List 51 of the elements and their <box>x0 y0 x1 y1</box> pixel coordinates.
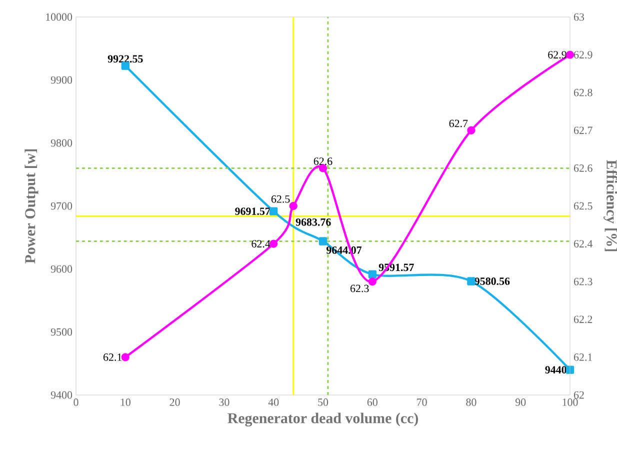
y2-tick-label: 62.4 <box>574 240 593 248</box>
y2-tick-label: 63 <box>574 13 584 21</box>
y2-tick-label: 62.8 <box>574 88 592 96</box>
x-axis-title: Regenerator dead volume (cc) <box>228 412 418 426</box>
point <box>318 237 328 246</box>
data-label: 9922.55 <box>108 55 143 63</box>
x-tick-label: 70 <box>417 398 427 406</box>
point <box>467 277 476 286</box>
x-tick-label: 50 <box>318 398 328 406</box>
y2-tick-label: 62 <box>574 391 584 399</box>
annotation: 9683.76 <box>296 218 331 226</box>
x-tick-label: 60 <box>367 398 378 406</box>
x-tick-label: 80 <box>466 398 476 406</box>
x-tick-label: 100 <box>562 398 578 406</box>
y2-tick-label: 62.3 <box>574 278 592 286</box>
point <box>467 126 476 134</box>
x-tick-label: 30 <box>219 398 230 406</box>
x-tick-label: 0 <box>74 398 78 406</box>
point <box>270 207 278 216</box>
point <box>289 202 298 210</box>
y-tick-label: 9400 <box>50 391 72 399</box>
y2-axis-title: Efficiency [%] <box>604 160 617 252</box>
data-label: 62.6 <box>314 158 332 166</box>
data-label: 9580.56 <box>474 278 510 285</box>
y-tick-label: 10000 <box>46 13 72 21</box>
data-label: 62.1 <box>104 354 122 361</box>
y-tick-label: 9800 <box>50 139 72 147</box>
point <box>121 353 130 362</box>
y2-tick-label: 62.6 <box>574 164 592 172</box>
y-axis-title: Power Output [w] <box>24 149 38 264</box>
point <box>368 278 376 286</box>
y-tick-label: 9700 <box>50 202 72 210</box>
y-tick-label: 9500 <box>50 328 72 336</box>
y-tick-label: 9600 <box>50 265 72 273</box>
point <box>566 366 574 374</box>
y2-tick-label: 62.5 <box>574 202 592 210</box>
x-tick-label: 20 <box>170 398 180 406</box>
x-tick-label: 90 <box>515 398 526 406</box>
point <box>368 270 376 278</box>
x-tick-label: 40 <box>268 398 279 406</box>
data-label: 62.3 <box>350 284 369 292</box>
y2-tick-label: 62.7 <box>574 126 592 134</box>
y2-tick-label: 62.2 <box>574 316 592 324</box>
x-tick-label: 10 <box>120 398 130 406</box>
data-label: 62.7 <box>449 120 468 128</box>
data-label: 62.5 <box>271 195 290 203</box>
data-label: 9440 <box>545 366 566 374</box>
y2-tick-label: 62.1 <box>574 354 592 361</box>
data-label: 62.9 <box>548 51 566 58</box>
y2-tick-label: 62.9 <box>574 51 592 58</box>
y-tick-label: 9900 <box>50 76 72 84</box>
